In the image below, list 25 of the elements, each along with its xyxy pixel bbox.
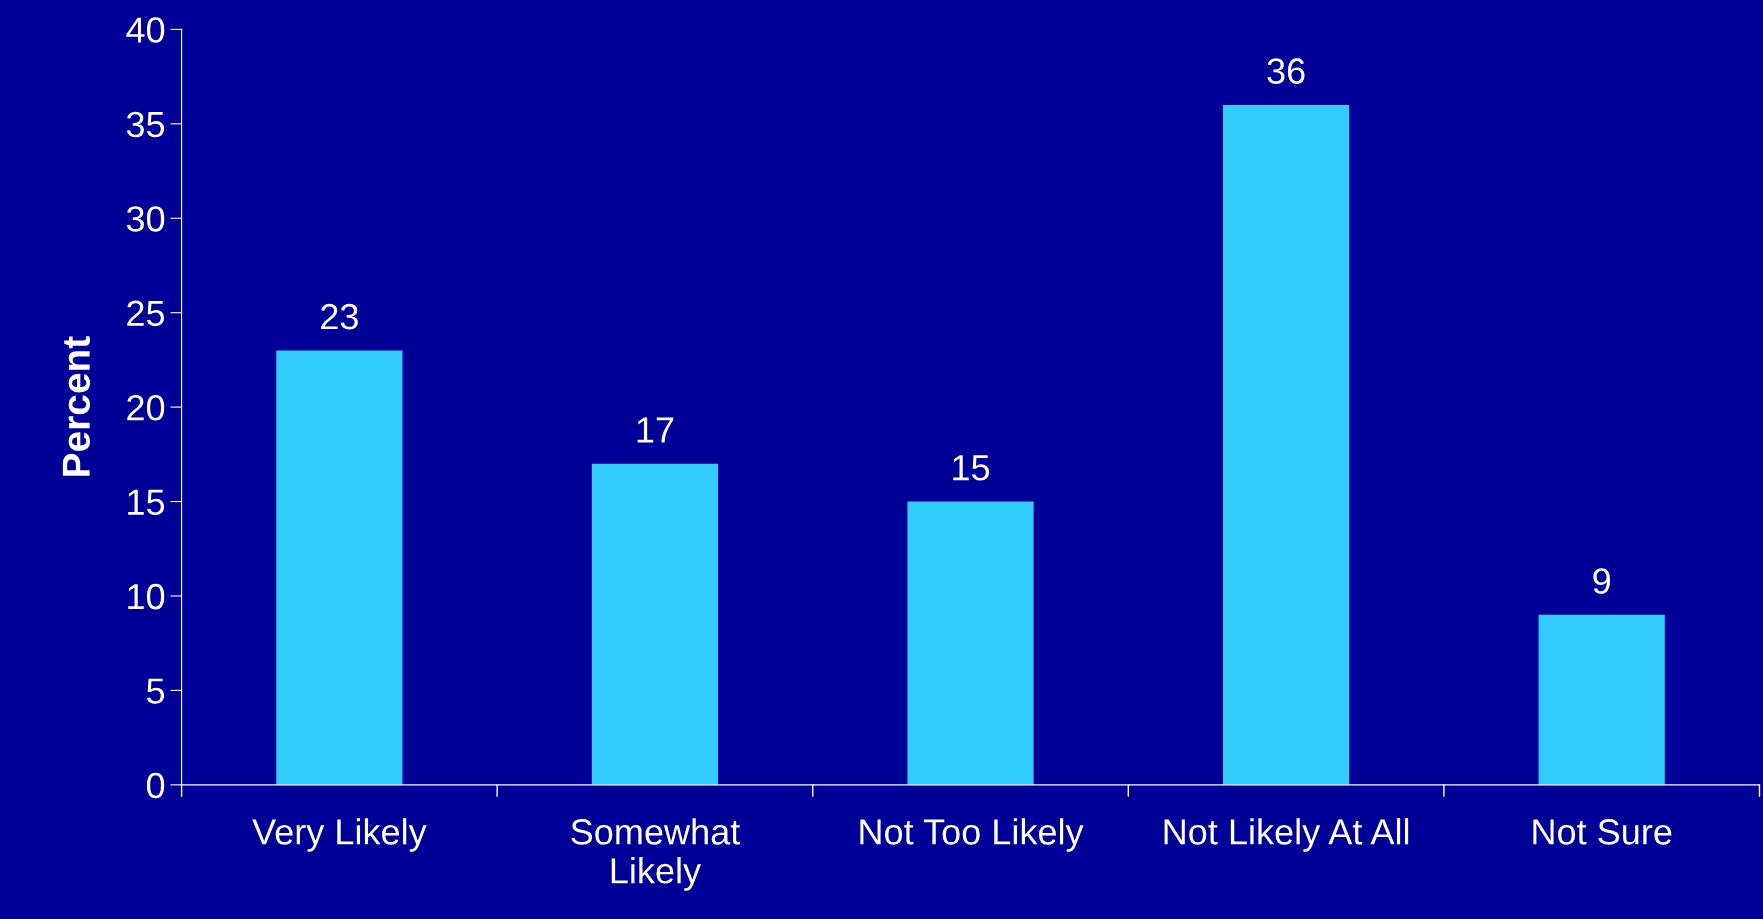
y-tick-label: 25 — [127, 300, 165, 327]
y-tick-label: 10 — [128, 583, 165, 610]
x-tick-label: Not Sure — [1533, 819, 1672, 845]
y-tick-label: 0 — [146, 772, 165, 799]
y-tick-label: 30 — [126, 206, 165, 232]
bar — [276, 350, 403, 785]
bar — [907, 501, 1034, 785]
data-label: 36 — [1267, 58, 1305, 84]
data-label: 15 — [953, 455, 990, 481]
bar — [1222, 104, 1350, 785]
data-label: 9 — [1593, 568, 1611, 594]
data-label: 17 — [637, 417, 674, 443]
y-tick-label: 35 — [126, 111, 165, 138]
y-tick-label: 15 — [128, 489, 165, 515]
x-tick-label: Not Too Likely — [860, 818, 1084, 852]
bar — [1538, 614, 1665, 785]
x-tick-label: Not Likely At All — [1164, 818, 1409, 852]
x-tick-label: Somewhat Likely — [571, 818, 740, 891]
x-tick-label: Very Likely — [252, 818, 427, 852]
data-label: 23 — [321, 303, 358, 330]
y-axis-title: Percent — [62, 336, 90, 476]
y-tick-label: 40 — [126, 17, 165, 43]
bar — [591, 463, 719, 785]
y-tick-label: 5 — [146, 678, 165, 704]
y-tick-label: 20 — [127, 394, 165, 421]
